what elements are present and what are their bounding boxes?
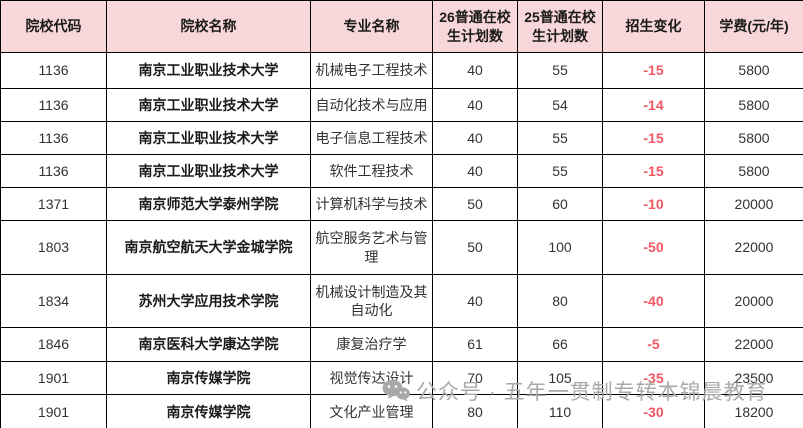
college-code-cell: 1901 — [0, 361, 107, 395]
table-row: 1136 南京工业职业技术大学 电子信息工程技术 40 55 -15 5800 — [0, 121, 803, 155]
table-row: 1371 南京师范大学泰州学院 计算机科学与技术 50 60 -10 20000 — [0, 187, 803, 221]
table-row: 1846 南京医科大学康达学院 康复治疗学 61 66 -5 22000 — [0, 327, 803, 362]
plan-25-cell: 105 — [517, 361, 603, 395]
plan-25-cell: 100 — [517, 220, 603, 275]
college-name-cell: 南京传媒学院 — [106, 361, 311, 395]
plan-26-cell: 80 — [432, 394, 518, 428]
tuition-cell: 22000 — [704, 327, 803, 362]
plan-26-cell: 40 — [432, 274, 518, 328]
college-code-cell: 1846 — [0, 327, 107, 362]
plan-25-cell: 110 — [517, 394, 603, 428]
plan-26-cell: 40 — [432, 88, 518, 122]
change-cell: -35 — [602, 361, 705, 395]
change-cell: -5 — [602, 327, 705, 362]
header-college-name: 院校名称 — [106, 0, 311, 53]
tuition-cell: 20000 — [704, 274, 803, 328]
tuition-cell: 22000 — [704, 220, 803, 275]
plan-25-cell: 66 — [517, 327, 603, 362]
college-code-cell: 1901 — [0, 394, 107, 428]
college-name-cell: 南京航空航天大学金城学院 — [106, 220, 311, 275]
major-name-cell: 文化产业管理 — [310, 394, 433, 428]
plan-26-cell: 50 — [432, 187, 518, 221]
tuition-cell: 5800 — [704, 121, 803, 155]
college-code-cell: 1136 — [0, 121, 107, 155]
change-cell: -10 — [602, 187, 705, 221]
header-row: 院校代码 院校名称 专业名称 26普通在校生计划数 25普通在校生计划数 招生变… — [0, 0, 803, 53]
tuition-cell: 5800 — [704, 52, 803, 89]
tuition-cell: 23500 — [704, 361, 803, 395]
college-name-cell: 南京医科大学康达学院 — [106, 327, 311, 362]
college-name-cell: 南京传媒学院 — [106, 394, 311, 428]
change-cell: -15 — [602, 154, 705, 188]
plan-26-cell: 40 — [432, 52, 518, 89]
table-row: 1136 南京工业职业技术大学 软件工程技术 40 55 -15 5800 — [0, 154, 803, 188]
table-row: 1803 南京航空航天大学金城学院 航空服务艺术与管理 50 100 -50 2… — [0, 220, 803, 275]
college-name-cell: 苏州大学应用技术学院 — [106, 274, 311, 328]
change-cell: -14 — [602, 88, 705, 122]
college-code-cell: 1136 — [0, 52, 107, 89]
college-code-cell: 1136 — [0, 154, 107, 188]
major-name-cell: 航空服务艺术与管理 — [310, 220, 433, 275]
header-major-name: 专业名称 — [310, 0, 433, 53]
table-header: 院校代码 院校名称 专业名称 26普通在校生计划数 25普通在校生计划数 招生变… — [0, 0, 803, 53]
major-name-cell: 机械电子工程技术 — [310, 52, 433, 89]
change-cell: -15 — [602, 121, 705, 155]
plan-26-cell: 40 — [432, 121, 518, 155]
plan-25-cell: 80 — [517, 274, 603, 328]
major-name-cell: 自动化技术与应用 — [310, 88, 433, 122]
table-row: 1136 南京工业职业技术大学 自动化技术与应用 40 54 -14 5800 — [0, 88, 803, 122]
plan-25-cell: 55 — [517, 52, 603, 89]
plan-26-cell: 40 — [432, 154, 518, 188]
plan-25-cell: 55 — [517, 154, 603, 188]
header-plan-25: 25普通在校生计划数 — [517, 0, 603, 53]
tuition-cell: 20000 — [704, 187, 803, 221]
major-name-cell: 视觉传达设计 — [310, 361, 433, 395]
plan-26-cell: 61 — [432, 327, 518, 362]
college-code-cell: 1136 — [0, 88, 107, 122]
college-name-cell: 南京工业职业技术大学 — [106, 154, 311, 188]
change-cell: -40 — [602, 274, 705, 328]
college-code-cell: 1803 — [0, 220, 107, 275]
table-row: 1136 南京工业职业技术大学 机械电子工程技术 40 55 -15 5800 — [0, 52, 803, 89]
table-row: 1901 南京传媒学院 文化产业管理 80 110 -30 18200 — [0, 394, 803, 428]
college-name-cell: 南京师范大学泰州学院 — [106, 187, 311, 221]
plan-26-cell: 70 — [432, 361, 518, 395]
header-plan-26: 26普通在校生计划数 — [432, 0, 518, 53]
major-name-cell: 机械设计制造及其自动化 — [310, 274, 433, 328]
major-name-cell: 电子信息工程技术 — [310, 121, 433, 155]
table-row: 1901 南京传媒学院 视觉传达设计 70 105 -35 23500 — [0, 361, 803, 395]
change-cell: -15 — [602, 52, 705, 89]
header-college-code: 院校代码 — [0, 0, 107, 53]
college-name-cell: 南京工业职业技术大学 — [106, 88, 311, 122]
college-name-cell: 南京工业职业技术大学 — [106, 52, 311, 89]
table-body: 1136 南京工业职业技术大学 机械电子工程技术 40 55 -15 5800 … — [0, 52, 803, 428]
header-tuition: 学费(元/年) — [704, 0, 803, 53]
plan-25-cell: 60 — [517, 187, 603, 221]
college-name-cell: 南京工业职业技术大学 — [106, 121, 311, 155]
major-name-cell: 计算机科学与技术 — [310, 187, 433, 221]
header-change: 招生变化 — [602, 0, 705, 53]
plan-25-cell: 54 — [517, 88, 603, 122]
tuition-cell: 5800 — [704, 88, 803, 122]
tuition-cell: 18200 — [704, 394, 803, 428]
tuition-cell: 5800 — [704, 154, 803, 188]
major-name-cell: 软件工程技术 — [310, 154, 433, 188]
change-cell: -30 — [602, 394, 705, 428]
change-cell: -50 — [602, 220, 705, 275]
plan-26-cell: 50 — [432, 220, 518, 275]
major-name-cell: 康复治疗学 — [310, 327, 433, 362]
plan-25-cell: 55 — [517, 121, 603, 155]
table-row: 1834 苏州大学应用技术学院 机械设计制造及其自动化 40 80 -40 20… — [0, 274, 803, 328]
college-code-cell: 1371 — [0, 187, 107, 221]
college-code-cell: 1834 — [0, 274, 107, 328]
